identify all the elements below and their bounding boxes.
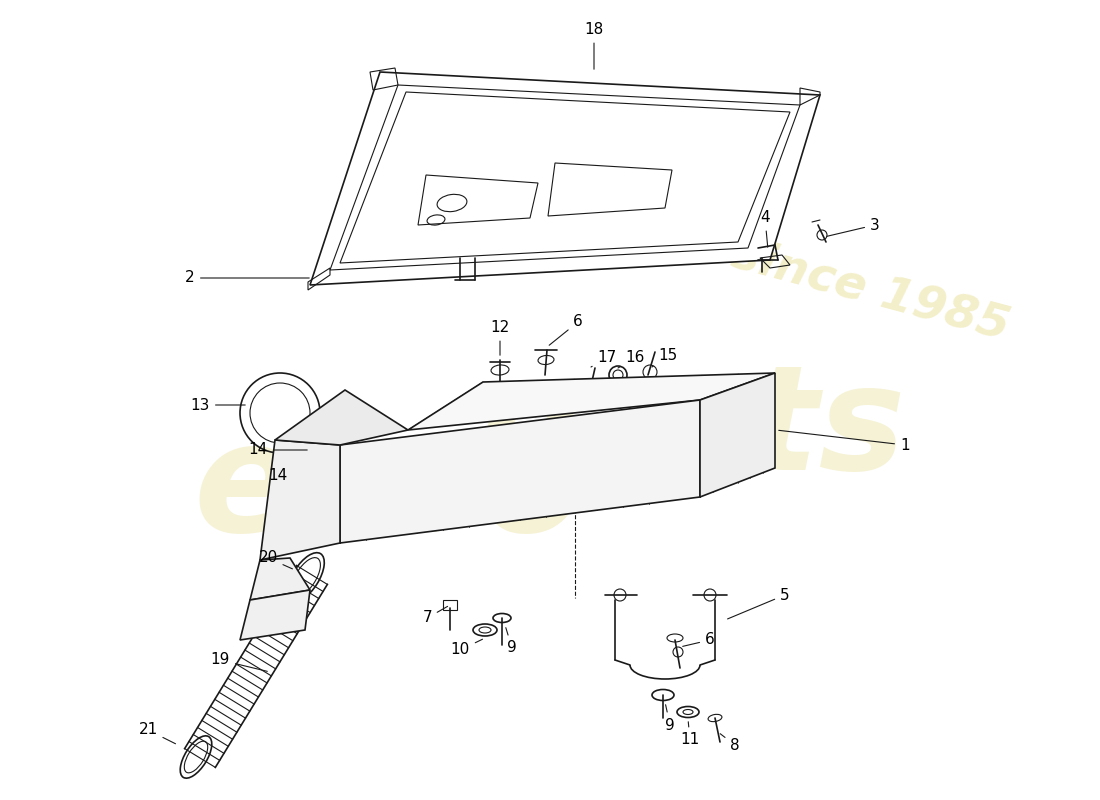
Polygon shape (260, 440, 340, 560)
Text: 6: 6 (683, 633, 715, 647)
Polygon shape (310, 72, 820, 285)
Text: 1: 1 (779, 430, 910, 453)
Text: 12: 12 (491, 321, 509, 355)
Text: 14: 14 (249, 442, 307, 458)
Text: 4: 4 (760, 210, 770, 247)
Text: euro: euro (194, 415, 586, 565)
Text: 19: 19 (210, 653, 267, 671)
Text: 21: 21 (139, 722, 176, 744)
Text: 17: 17 (591, 350, 617, 367)
Text: 9: 9 (506, 628, 517, 655)
Polygon shape (250, 558, 310, 600)
Text: 13: 13 (190, 398, 245, 413)
Text: parts: parts (474, 359, 905, 501)
Text: 20: 20 (258, 550, 293, 569)
Text: 9: 9 (666, 705, 675, 733)
Text: 18: 18 (584, 22, 604, 70)
Polygon shape (408, 373, 776, 430)
Text: 3: 3 (827, 218, 880, 236)
Text: 11: 11 (681, 722, 700, 747)
Text: 14: 14 (268, 469, 287, 483)
Text: 16: 16 (618, 350, 645, 368)
Text: 6: 6 (549, 314, 583, 346)
Polygon shape (340, 400, 700, 543)
Text: 5: 5 (727, 587, 790, 619)
Polygon shape (240, 590, 310, 640)
Polygon shape (700, 373, 776, 497)
Text: 15: 15 (652, 349, 678, 367)
Text: 8: 8 (720, 734, 739, 753)
Text: 7: 7 (422, 606, 448, 626)
Text: 10: 10 (451, 639, 483, 658)
Polygon shape (275, 390, 408, 445)
Text: since 1985: since 1985 (726, 231, 1014, 349)
Text: 2: 2 (186, 270, 309, 286)
